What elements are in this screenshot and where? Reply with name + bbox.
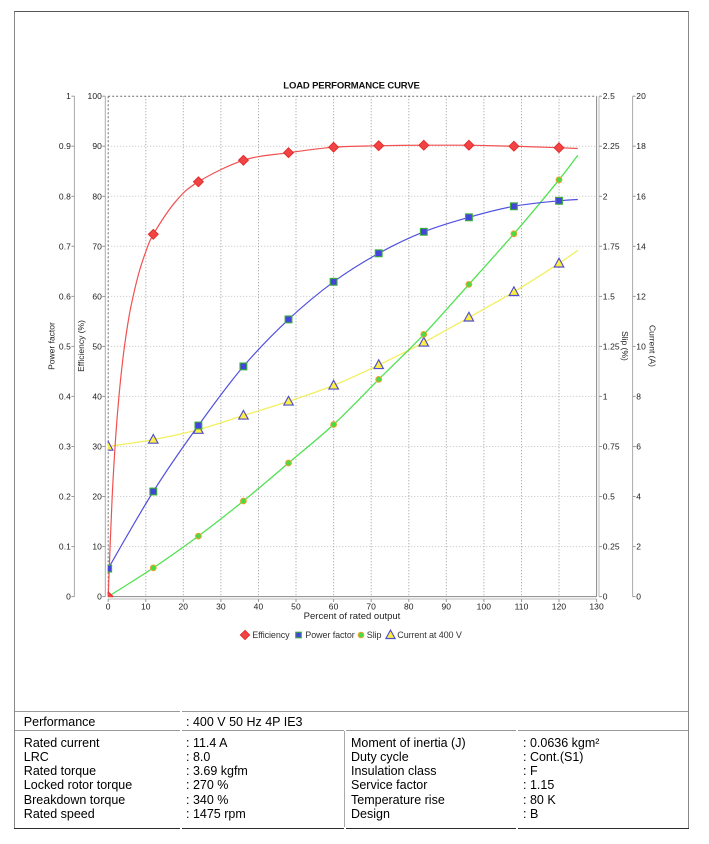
svg-text:Power factor: Power factor: [47, 322, 57, 370]
svg-text:1: 1: [603, 391, 608, 401]
svg-text:80: 80: [92, 191, 102, 201]
svg-text:0: 0: [97, 592, 102, 602]
svg-text:40: 40: [92, 391, 102, 401]
svg-text:12: 12: [636, 291, 646, 301]
svg-text:2.25: 2.25: [603, 141, 620, 151]
svg-text:90: 90: [441, 602, 451, 612]
svg-text:10: 10: [141, 602, 151, 612]
svg-text:110: 110: [515, 602, 529, 612]
svg-text:0.4: 0.4: [59, 391, 71, 401]
svg-text:0.9: 0.9: [59, 141, 71, 151]
svg-text:Efficiency: Efficiency: [252, 630, 290, 640]
svg-text:6: 6: [636, 442, 641, 452]
svg-text:120: 120: [552, 602, 567, 612]
svg-text:100: 100: [88, 91, 103, 101]
svg-text:20: 20: [636, 91, 646, 101]
svg-text:Efficiency (%): Efficiency (%): [76, 320, 86, 372]
svg-text:LOAD PERFORMANCE CURVE: LOAD PERFORMANCE CURVE: [283, 81, 419, 92]
svg-text:0.5: 0.5: [603, 492, 615, 502]
svg-text:0.6: 0.6: [59, 291, 71, 301]
svg-text:50: 50: [291, 602, 301, 612]
svg-text:Percent of rated output: Percent of rated output: [304, 611, 401, 622]
svg-text:50: 50: [92, 341, 102, 351]
svg-text:2.5: 2.5: [603, 91, 615, 101]
svg-text:8: 8: [636, 391, 641, 401]
svg-text:0.75: 0.75: [603, 442, 620, 452]
svg-text:1.25: 1.25: [603, 341, 620, 351]
svg-text:1: 1: [66, 91, 71, 101]
svg-text:0.5: 0.5: [59, 341, 71, 351]
svg-text:10: 10: [636, 341, 646, 351]
svg-text:Slip: Slip: [367, 630, 382, 640]
svg-text:20: 20: [92, 492, 102, 502]
svg-text:1.5: 1.5: [603, 291, 615, 301]
svg-text:14: 14: [636, 241, 646, 251]
svg-text:Power factor: Power factor: [305, 630, 354, 640]
svg-text:Slip (%): Slip (%): [620, 331, 630, 361]
svg-text:30: 30: [92, 442, 102, 452]
svg-text:100: 100: [477, 602, 492, 612]
svg-text:0.7: 0.7: [59, 241, 71, 251]
svg-text:40: 40: [254, 602, 264, 612]
svg-text:0.2: 0.2: [59, 492, 71, 502]
svg-text:60: 60: [329, 602, 339, 612]
svg-text:2: 2: [636, 542, 641, 552]
svg-text:4: 4: [636, 492, 641, 502]
svg-text:30: 30: [216, 602, 226, 612]
svg-text:60: 60: [92, 291, 102, 301]
svg-text:80: 80: [404, 602, 414, 612]
svg-text:18: 18: [636, 141, 646, 151]
svg-text:0.25: 0.25: [603, 542, 620, 552]
svg-text:130: 130: [589, 602, 604, 612]
svg-text:20: 20: [178, 602, 188, 612]
svg-text:0: 0: [636, 592, 641, 602]
svg-text:0: 0: [106, 602, 111, 612]
svg-text:0.3: 0.3: [59, 442, 71, 452]
svg-text:Current (A): Current (A): [647, 325, 657, 367]
svg-text:10: 10: [92, 542, 102, 552]
svg-text:16: 16: [636, 191, 646, 201]
svg-text:0: 0: [66, 592, 71, 602]
svg-text:0.8: 0.8: [59, 191, 71, 201]
svg-text:70: 70: [92, 241, 102, 251]
svg-text:Current at 400 V: Current at 400 V: [397, 630, 462, 640]
svg-text:90: 90: [92, 141, 102, 151]
svg-text:2: 2: [603, 191, 608, 201]
svg-text:0.1: 0.1: [59, 542, 71, 552]
svg-text:1.75: 1.75: [603, 241, 620, 251]
svg-text:0: 0: [603, 592, 608, 602]
svg-text:70: 70: [366, 602, 376, 612]
